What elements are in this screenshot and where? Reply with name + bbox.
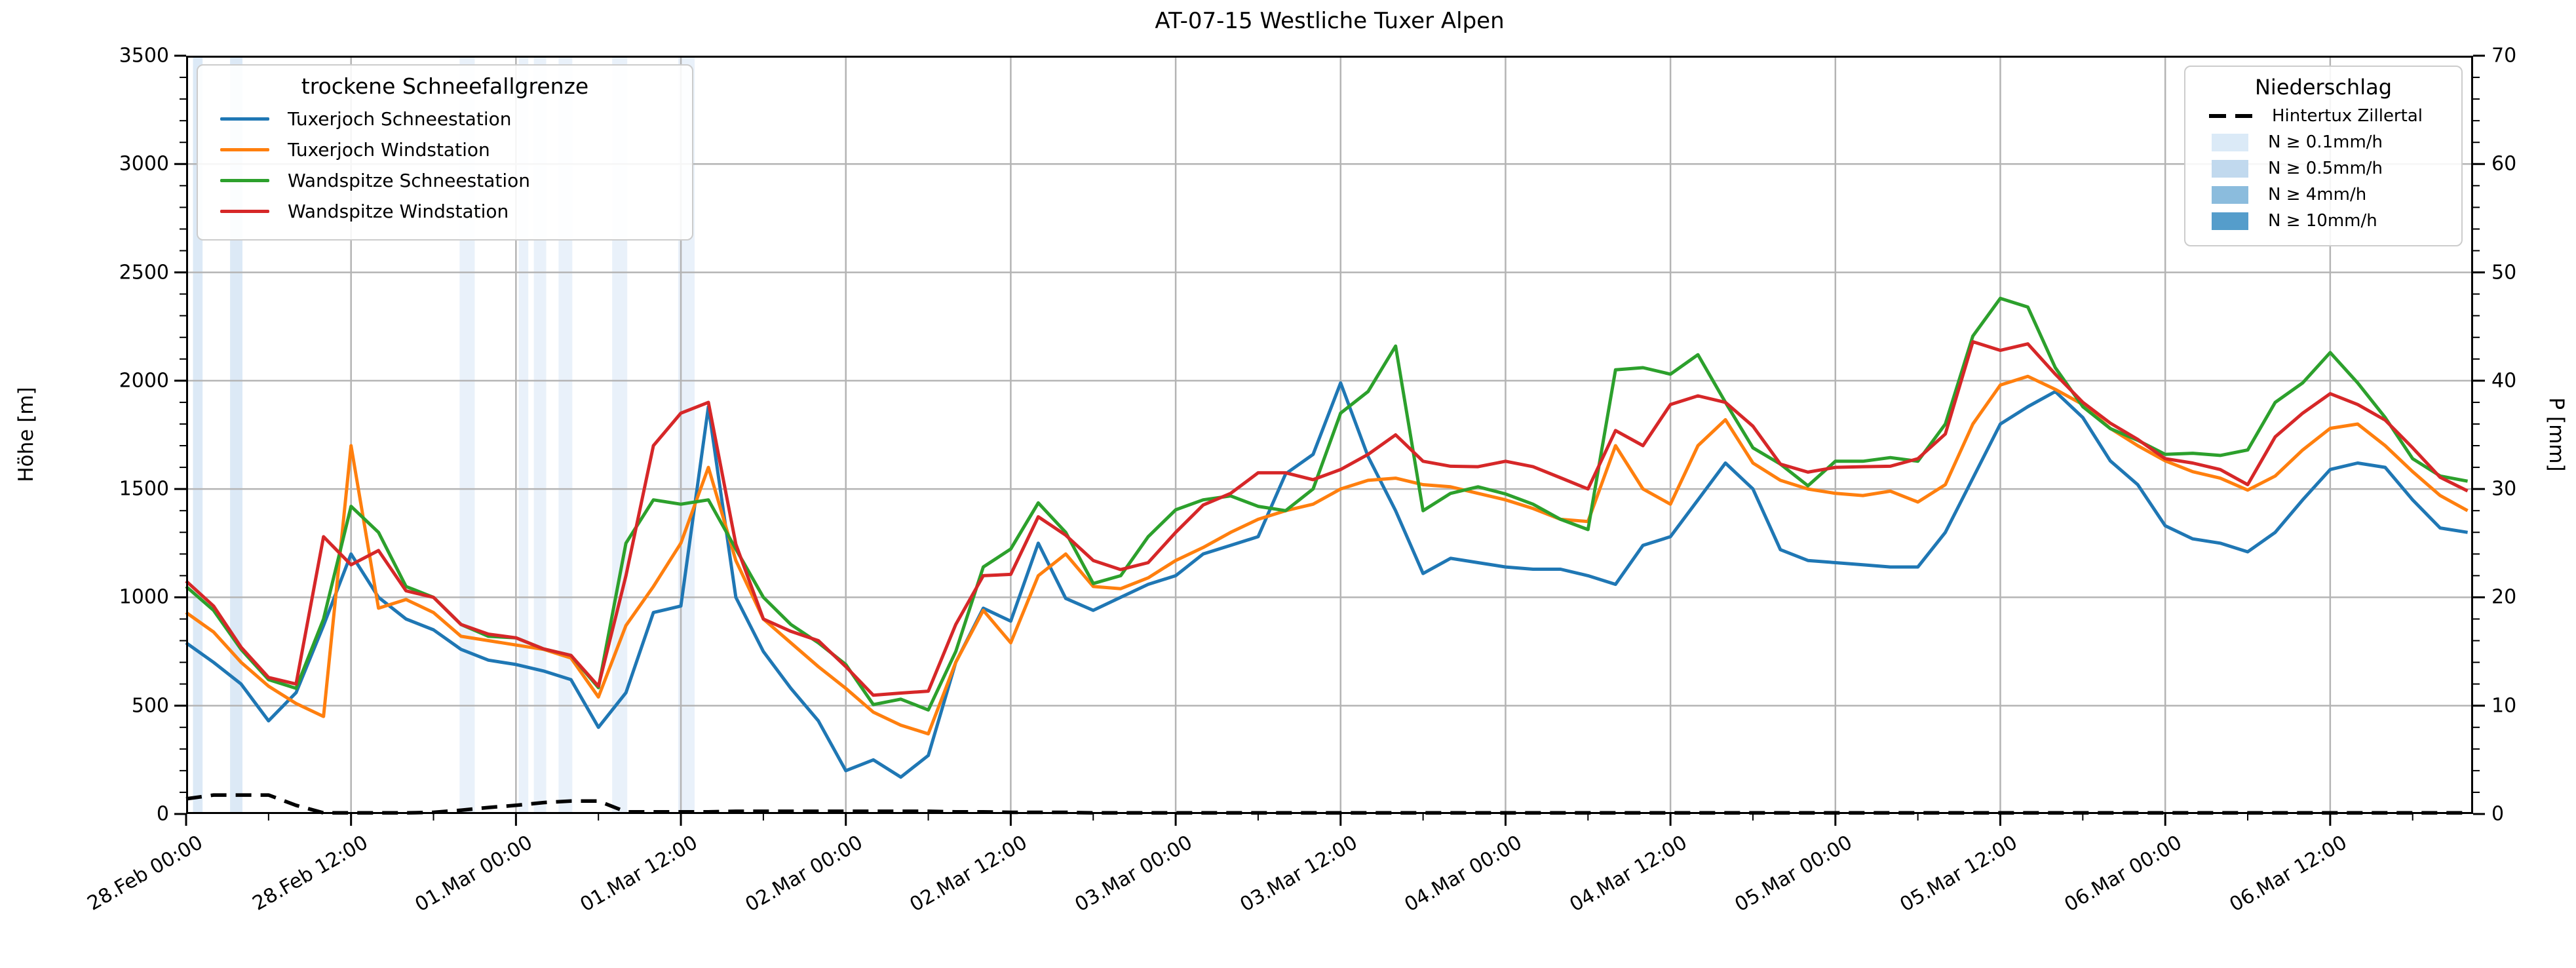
legend-item-label: Tuxerjoch Windstation: [288, 139, 490, 161]
legend-item-label: N ≥ 4mm/h: [2268, 185, 2367, 204]
legend-dashed-line-swatch: [2209, 114, 2252, 118]
chart-title: AT-07-15 Westliche Tuxer Alpen: [1155, 8, 1505, 34]
legend-item-label: Wandspitze Schneestation: [288, 170, 530, 191]
legend-item-label: Hintertux Zillertal: [2272, 106, 2423, 126]
axis-ticks: [174, 54, 2485, 826]
x-tick-label: 28.Feb 00:00: [83, 831, 207, 916]
legend-item-label: N ≥ 0.5mm/h: [2268, 159, 2383, 178]
x-tick-label: 04.Mar 12:00: [1566, 831, 1691, 917]
precip-band: [558, 56, 573, 814]
x-tick-label: 06.Mar 00:00: [2060, 831, 2186, 917]
legend-item: Hintertux Zillertal: [2200, 106, 2447, 126]
y-right-tick-label: 20: [2491, 585, 2517, 609]
y-left-tick-label: 3000: [119, 152, 169, 176]
legend-item-label: Tuxerjoch Schneestation: [288, 108, 512, 130]
legend-item: N ≥ 4mm/h: [2200, 185, 2447, 204]
x-tick-label: 28.Feb 12:00: [248, 831, 372, 916]
legend-patch-swatch: [2212, 159, 2248, 178]
legend-line-swatch: [220, 148, 269, 151]
y-left-tick-label: 3500: [119, 44, 169, 68]
legend-line-swatch: [220, 179, 269, 182]
legend-left-items: Tuxerjoch Schneestation Tuxerjoch Windsta…: [212, 108, 678, 222]
legend-item: N ≥ 10mm/h: [2200, 211, 2447, 231]
x-tick-label: 01.Mar 00:00: [411, 831, 537, 917]
y-right-tick-label: 60: [2491, 152, 2517, 176]
precip-band: [533, 56, 547, 814]
y-left-tick-label: 1000: [119, 585, 169, 609]
legend-right-title: Niederschlag: [2254, 75, 2393, 100]
legend-left-title: trockene Schneefallgrenze: [301, 73, 589, 99]
legend-item-label: N ≥ 10mm/h: [2268, 211, 2377, 231]
series-wandspitze-windstation: [185, 339, 2469, 697]
precip-band: [230, 56, 242, 814]
y-right-tick-label: 0: [2491, 802, 2505, 826]
y-axis-label-right: P [mm]: [2545, 397, 2568, 472]
legend-patch-swatch: [2212, 133, 2248, 151]
y-right-tick-label: 10: [2491, 694, 2517, 718]
legend-item: Tuxerjoch Schneestation: [212, 108, 678, 130]
x-tick-label: 05.Mar 12:00: [1896, 831, 2021, 917]
legend-item: Wandspitze Schneestation: [212, 170, 678, 191]
legend-item: Tuxerjoch Windstation: [212, 139, 678, 161]
y-left-tick-label: 500: [131, 694, 169, 718]
legend-item-label: Wandspitze Windstation: [288, 201, 509, 222]
series-tuxerjoch-schneestation: [185, 381, 2468, 779]
y-right-tick-label: 50: [2491, 261, 2517, 284]
legend-item: Wandspitze Windstation: [212, 201, 678, 222]
precip-band: [518, 56, 529, 814]
legend-item: N ≥ 0.5mm/h: [2200, 159, 2447, 178]
legend-item-label: N ≥ 0.1mm/h: [2268, 132, 2383, 152]
y-right-tick-label: 40: [2491, 369, 2517, 393]
x-tick-label: 01.Mar 12:00: [576, 831, 702, 917]
legend-precipitation: Niederschlag Hintertux Zillertal N ≥ 0.1m…: [2184, 66, 2463, 246]
gridlines: [186, 56, 2473, 814]
y-left-tick-label: 2500: [119, 261, 169, 284]
y-left-tick-label: 0: [156, 802, 169, 826]
legend-patch-swatch: [2212, 185, 2248, 204]
x-tick-label: 03.Mar 12:00: [1236, 831, 1362, 917]
x-tick-label: 03.Mar 00:00: [1071, 831, 1197, 917]
x-tick-label: 05.Mar 00:00: [1731, 831, 1856, 917]
y-left-tick-label: 1500: [119, 477, 169, 501]
y-right-tick-label: 70: [2491, 44, 2517, 68]
precip-band: [612, 56, 628, 814]
y-axis-label-left: Höhe [m]: [14, 387, 38, 482]
legend-line-swatch: [220, 117, 269, 121]
x-tick-label: 04.Mar 00:00: [1400, 831, 1526, 917]
y-left-tick-label: 2000: [119, 369, 169, 393]
legend-line-swatch: [220, 210, 269, 213]
legend-snowfall-limit: trockene Schneefallgrenze Tuxerjoch Schn…: [197, 64, 693, 241]
plot-border: [186, 56, 2473, 814]
y-right-tick-label: 30: [2491, 477, 2517, 501]
legend-patch-swatch: [2212, 212, 2248, 230]
x-tick-label: 06.Mar 12:00: [2225, 831, 2351, 917]
legend-item: N ≥ 0.1mm/h: [2200, 132, 2447, 152]
x-tick-label: 02.Mar 12:00: [906, 831, 1031, 917]
legend-right-items: Hintertux Zillertal N ≥ 0.1mm/h N ≥ 0.5mm/…: [2200, 106, 2447, 231]
x-tick-label: 02.Mar 00:00: [741, 831, 867, 917]
